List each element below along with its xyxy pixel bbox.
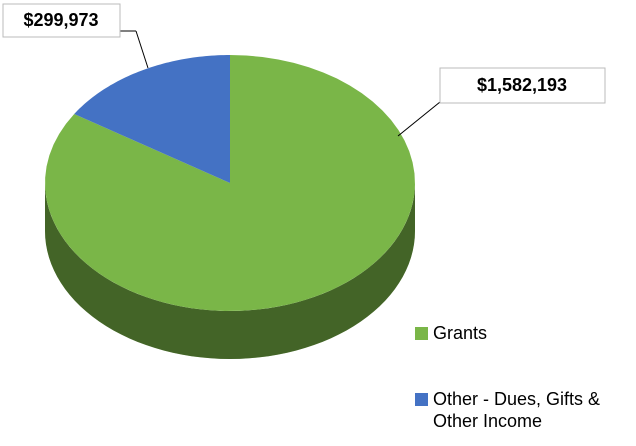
pie-side-shade [45,183,415,359]
legend-label: Other - Dues, Gifts & Other Income [433,389,601,431]
pie-side [45,183,415,359]
pie-slice [74,55,231,183]
leader-line [135,30,149,69]
value-label: $1,582,193 [477,75,567,95]
legend-item: Grants [415,322,603,344]
legend-swatch [415,393,428,406]
legend-item: Other - Dues, Gifts & Other Income [415,388,603,432]
label-box [2,3,121,38]
legend-label: Grants [433,323,488,343]
legend: Grants Other - Dues, Gifts & Other Incom… [405,310,636,446]
pie [45,55,415,359]
label-box [439,67,606,104]
value-label: $299,973 [23,10,98,30]
pie-slice [45,55,415,311]
leader-line [397,101,441,137]
legend-swatch [415,327,428,340]
